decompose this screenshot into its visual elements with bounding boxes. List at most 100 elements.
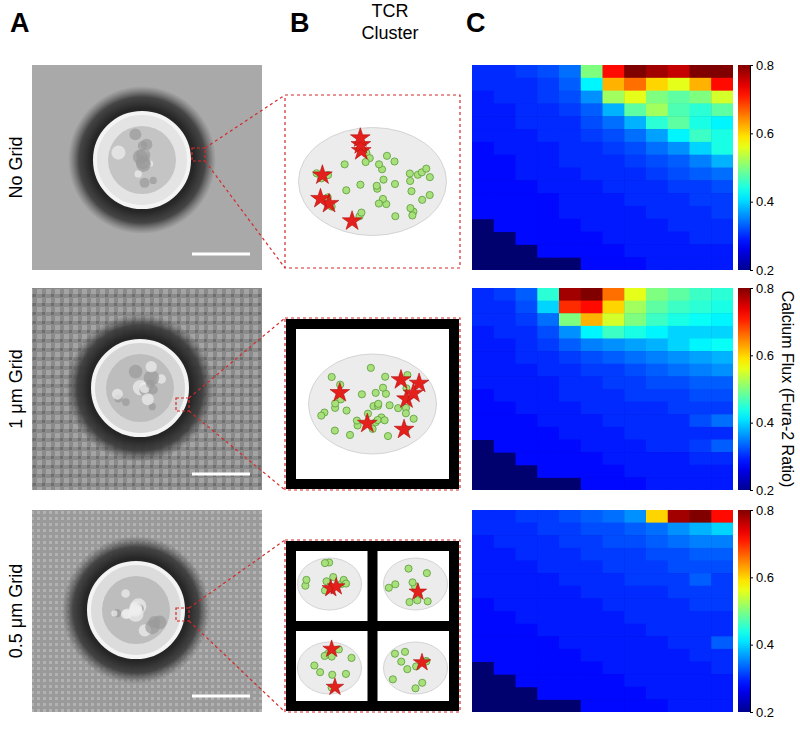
heatmap-cell — [516, 598, 538, 611]
zoom-connector — [189, 621, 285, 712]
heatmap-cell — [690, 674, 712, 687]
heatmap-cell — [516, 339, 538, 352]
heatmap-cell — [537, 180, 559, 193]
heatmap-cell — [603, 510, 625, 523]
heatmap-cell — [711, 561, 733, 574]
heatmap-cell — [603, 326, 625, 339]
tcr-molecule — [385, 584, 392, 591]
heatmap-cell — [711, 548, 733, 561]
tcr-cluster — [299, 128, 447, 236]
heatmap-cell — [472, 206, 494, 219]
heatmap-cell — [668, 103, 690, 116]
heatmap-cell — [646, 674, 668, 687]
tcr-molecule — [318, 412, 325, 419]
heatmap-cell — [624, 339, 646, 352]
tcr-molecule — [348, 654, 355, 661]
cell-texture — [121, 589, 130, 598]
cell-body — [89, 563, 183, 657]
heatmap-cell — [668, 244, 690, 257]
zoom-region — [176, 398, 189, 411]
heatmap-cell — [624, 155, 646, 168]
colorbar-tick: 0.8 — [750, 281, 774, 296]
heatmap-cell — [624, 244, 646, 257]
heatmap-cell — [559, 548, 581, 561]
heatmap-cell — [559, 65, 581, 78]
heatmap-cell — [581, 389, 603, 402]
tcr-molecule — [384, 432, 391, 439]
heatmap-cell — [690, 155, 712, 168]
tcr-molecule — [317, 669, 324, 676]
heatmap-cell — [690, 510, 712, 523]
heatmap-cell — [603, 389, 625, 402]
tcr-molecule — [408, 188, 415, 195]
heatmap-cell — [646, 402, 668, 415]
heatmap-cell — [516, 402, 538, 415]
heatmap-cell — [559, 376, 581, 389]
heatmap-cell — [494, 414, 516, 427]
heatmap-cell — [711, 523, 733, 536]
heatmap-cell — [603, 116, 625, 129]
colorbar — [738, 65, 750, 270]
heatmap-cell — [494, 91, 516, 104]
heatmap-cell — [624, 65, 646, 78]
heatmap-cell — [494, 142, 516, 155]
tcr-molecule — [381, 417, 388, 424]
heatmap-cell — [516, 649, 538, 662]
heatmap-cell — [603, 78, 625, 91]
heatmap-cell — [472, 155, 494, 168]
heatmap-cell — [646, 219, 668, 232]
heatmap-cell — [668, 180, 690, 193]
heatmap-cell — [690, 364, 712, 377]
heatmap-cell — [624, 452, 646, 465]
heatmap-cell — [711, 257, 733, 270]
heatmap-cell — [603, 219, 625, 232]
heatmap-cell — [668, 116, 690, 129]
heatmap-cell — [581, 116, 603, 129]
scale-bar — [192, 253, 250, 256]
heatmap-cell — [646, 180, 668, 193]
heatmap-cell — [581, 636, 603, 649]
heatmap-cell — [494, 611, 516, 624]
heatmap-cell — [668, 313, 690, 326]
heatmap-cell — [581, 142, 603, 155]
heatmap-cell — [603, 624, 625, 637]
heatmap-cell — [690, 598, 712, 611]
heatmap-cell — [624, 674, 646, 687]
heatmap-cell — [537, 535, 559, 548]
heatmap-cell — [711, 78, 733, 91]
heatmap-cell — [711, 326, 733, 339]
heatmap-cell — [581, 219, 603, 232]
heatmap-cell — [711, 535, 733, 548]
heatmap-cell — [603, 364, 625, 377]
heatmap-cell — [537, 116, 559, 129]
heatmap-cell — [494, 168, 516, 181]
heatmap — [472, 65, 733, 270]
column-title: Cluster — [361, 23, 418, 43]
heatmap-cell — [472, 389, 494, 402]
cell-texture — [129, 129, 141, 141]
heatmap-cell — [494, 364, 516, 377]
heatmap-cell — [537, 288, 559, 301]
heatmap-cell — [668, 414, 690, 427]
heatmap-cell — [559, 440, 581, 453]
heatmap-cell — [711, 339, 733, 352]
heatmap-cell — [603, 414, 625, 427]
heatmap-cell — [472, 364, 494, 377]
heatmap-cell — [646, 339, 668, 352]
heatmap-cell — [668, 598, 690, 611]
heatmap-cell — [472, 586, 494, 599]
engaged-tcr — [409, 583, 426, 600]
heatmap-cell — [516, 288, 538, 301]
heatmap-cell — [516, 674, 538, 687]
heatmap-cell — [516, 116, 538, 129]
heatmap-cell — [559, 687, 581, 700]
tcr-molecule — [410, 415, 417, 422]
heatmap-cell — [668, 364, 690, 377]
heatmap-cell — [581, 78, 603, 91]
heatmap-cell — [690, 586, 712, 599]
heatmap-cell — [603, 257, 625, 270]
heatmap-cell — [624, 510, 646, 523]
tcr-molecule — [424, 598, 431, 605]
heatmap-cell — [690, 193, 712, 206]
heatmap-cell — [668, 78, 690, 91]
